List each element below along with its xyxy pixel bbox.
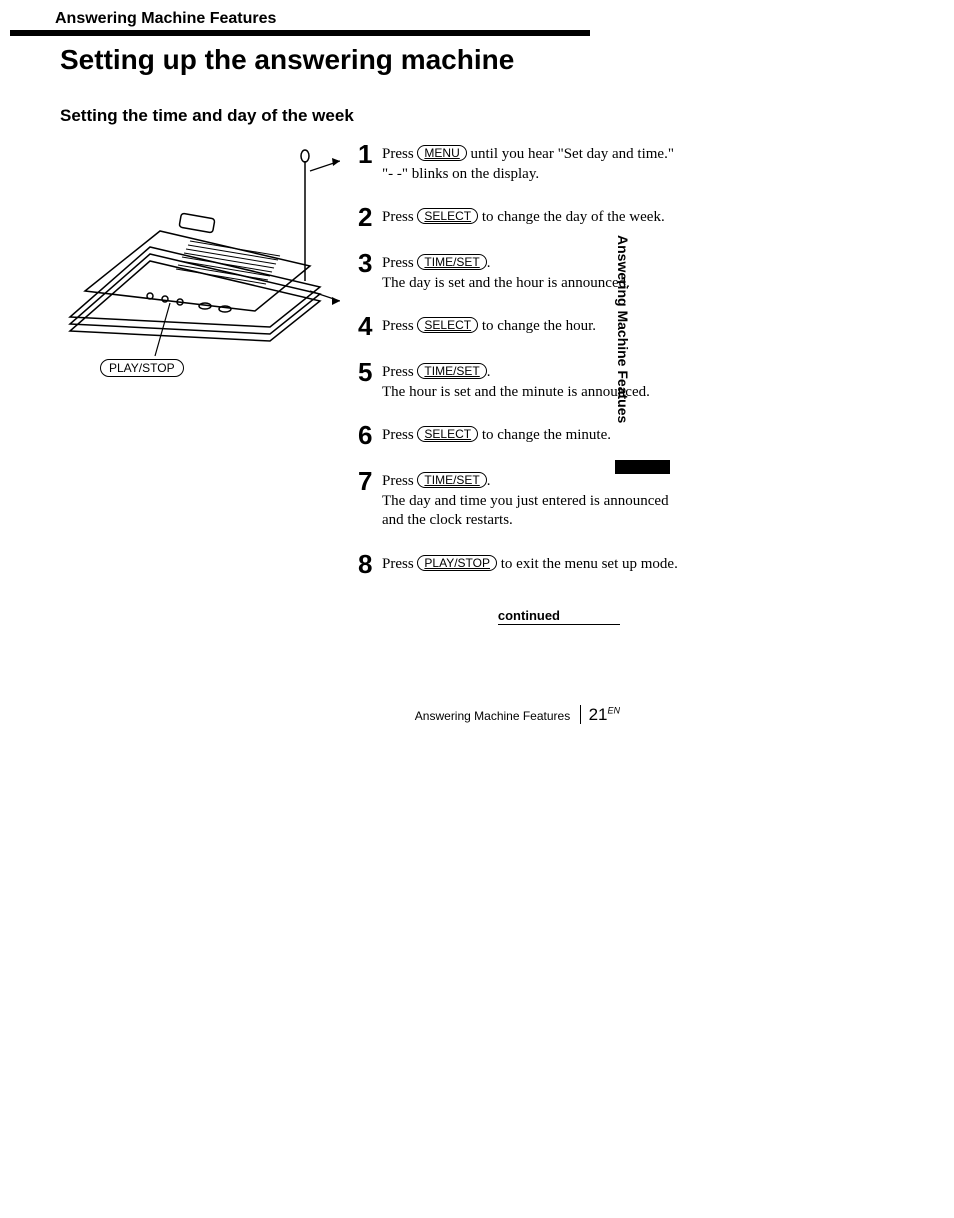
step-8: 8 Press PLAY/STOP to exit the menu set u… xyxy=(358,551,690,577)
step-number: 5 xyxy=(358,359,382,385)
playstop-button-label: PLAY/STOP xyxy=(417,555,497,571)
step-body: Press SELECT to change the day of the we… xyxy=(382,204,690,228)
step-number: 1 xyxy=(358,141,382,167)
step-3: 3 Press TIME/SET. The day is set and the… xyxy=(358,250,690,293)
illustration: PLAY/STOP xyxy=(40,141,340,406)
page-footer: Answering Machine Features 21EN xyxy=(60,705,620,725)
section-header: Answering Machine Features xyxy=(55,10,700,28)
step-text-line2: The hour is set and the minute is announ… xyxy=(382,384,650,400)
step-text-line2: "- -" blinks on the display. xyxy=(382,166,539,182)
step-text-pre: Press xyxy=(382,473,417,489)
step-body: Press PLAY/STOP to exit the menu set up … xyxy=(382,551,690,575)
step-text-pre: Press xyxy=(382,364,417,380)
select-button-label: SELECT xyxy=(417,317,478,333)
step-text-post: . xyxy=(487,364,491,380)
footer-section-label: Answering Machine Features xyxy=(415,709,570,723)
step-text-post: . xyxy=(487,255,491,271)
step-6: 6 Press SELECT to change the minute. xyxy=(358,422,690,448)
step-text-pre: Press xyxy=(382,255,417,271)
select-button-label: SELECT xyxy=(417,426,478,442)
step-text-pre: Press xyxy=(382,146,417,162)
step-body: Press SELECT to change the hour. xyxy=(382,313,690,337)
step-body: Press TIME/SET. The day and time you jus… xyxy=(382,468,690,531)
menu-button-label: MENU xyxy=(417,145,466,161)
step-body: Press TIME/SET. The day is set and the h… xyxy=(382,250,690,293)
step-7: 7 Press TIME/SET. The day and time you j… xyxy=(358,468,690,531)
step-text-post: to change the hour. xyxy=(478,318,596,334)
step-number: 6 xyxy=(358,422,382,448)
step-text-post: until you hear "Set day and time." xyxy=(467,146,674,162)
page-number-super: EN xyxy=(607,705,620,715)
timeset-button-label: TIME/SET xyxy=(417,363,486,379)
side-tab-label: Answering Machine Featues xyxy=(615,235,631,423)
steps-list: 1 Press MENU until you hear "Set day and… xyxy=(340,141,700,597)
play-stop-label: PLAY/STOP xyxy=(100,359,184,377)
step-number: 7 xyxy=(358,468,382,494)
select-button-label: SELECT xyxy=(417,208,478,224)
step-body: Press SELECT to change the minute. xyxy=(382,422,690,446)
answering-machine-drawing xyxy=(40,141,340,401)
step-body: Press TIME/SET. The hour is set and the … xyxy=(382,359,690,402)
step-text-pre: Press xyxy=(382,209,417,225)
step-number: 3 xyxy=(358,250,382,276)
step-text-line2: The day is set and the hour is announced… xyxy=(382,275,630,291)
timeset-button-label: TIME/SET xyxy=(417,254,486,270)
step-2: 2 Press SELECT to change the day of the … xyxy=(358,204,690,230)
side-tab-marker xyxy=(615,460,670,474)
step-text-post: to change the day of the week. xyxy=(478,209,665,225)
step-5: 5 Press TIME/SET. The hour is set and th… xyxy=(358,359,690,402)
step-text-post: to change the minute. xyxy=(478,427,611,443)
step-text-line2: The day and time you just entered is ann… xyxy=(382,493,669,529)
step-text-pre: Press xyxy=(382,318,417,334)
page-subtitle: Setting the time and day of the week xyxy=(60,106,700,126)
step-4: 4 Press SELECT to change the hour. xyxy=(358,313,690,339)
step-1: 1 Press MENU until you hear "Set day and… xyxy=(358,141,690,184)
step-number: 8 xyxy=(358,551,382,577)
step-text-pre: Press xyxy=(382,427,417,443)
step-text-post: to exit the menu set up mode. xyxy=(497,556,678,572)
timeset-button-label: TIME/SET xyxy=(417,472,486,488)
continued-label: continued xyxy=(498,608,620,625)
step-text-pre: Press xyxy=(382,556,417,572)
step-number: 4 xyxy=(358,313,382,339)
step-body: Press MENU until you hear "Set day and t… xyxy=(382,141,690,184)
step-text-post: . xyxy=(487,473,491,489)
page-title: Setting up the answering machine xyxy=(60,44,700,76)
step-number: 2 xyxy=(358,204,382,230)
section-rule xyxy=(40,30,590,36)
page-number: 21 xyxy=(589,705,608,724)
